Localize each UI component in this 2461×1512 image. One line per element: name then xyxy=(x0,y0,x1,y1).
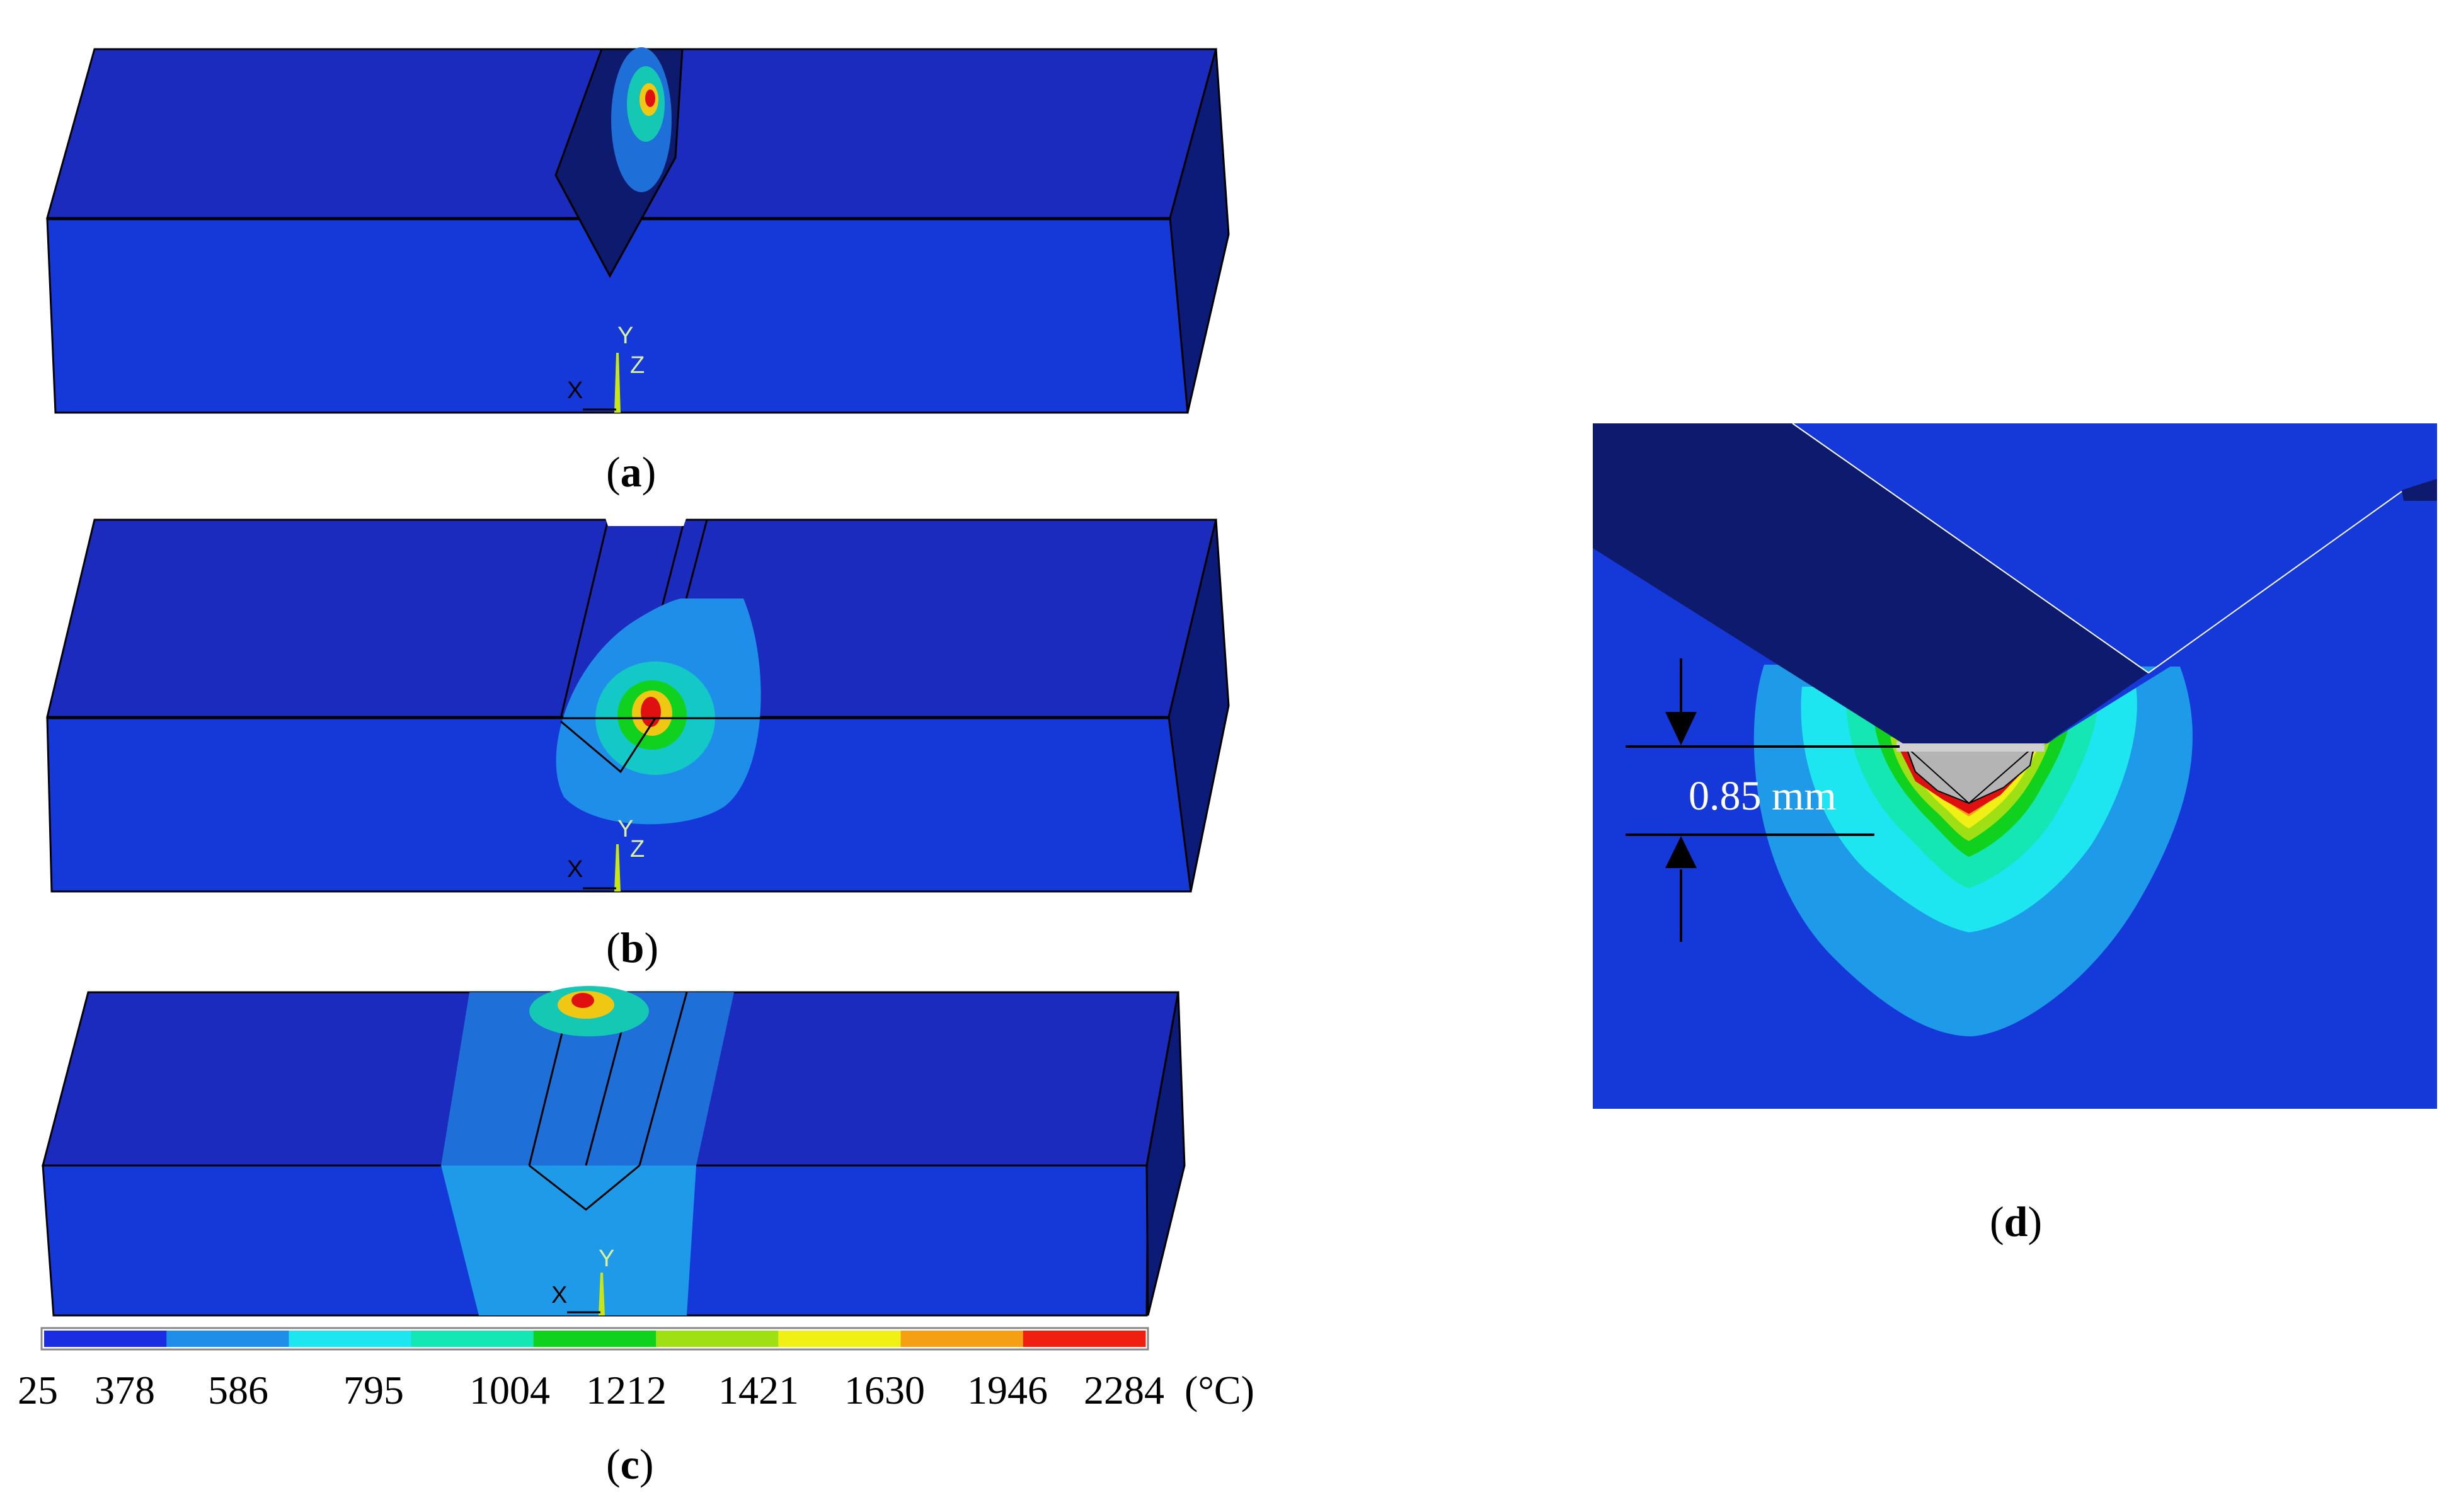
panel-c-label: (c) xyxy=(606,1440,654,1488)
panel-c-axis-y xyxy=(599,1273,605,1315)
dim-arrow-bottom-head xyxy=(1665,836,1697,868)
panel-b-bead-line-left xyxy=(559,519,609,719)
panel-b-block: Y Z X xyxy=(46,517,1230,893)
panel-a-axis-z-label: Z xyxy=(630,352,645,379)
panel-a-label: (a) xyxy=(606,448,657,496)
panel-b-axis-y xyxy=(614,844,621,891)
panel-b-axis-y-label: Y xyxy=(617,816,633,842)
legend-tick-label: 1630 xyxy=(844,1368,925,1412)
panel-a-axis-triad: Y Z X xyxy=(567,323,645,413)
legend-tick-label: 25 xyxy=(18,1368,58,1412)
legend-swatch xyxy=(533,1331,657,1347)
legend-swatch xyxy=(656,1331,779,1347)
panel-c-side-face xyxy=(1145,992,1186,1316)
legend-swatch xyxy=(1023,1331,1146,1347)
legend-swatch xyxy=(166,1331,289,1347)
panel-b-axis-triad: Y Z X xyxy=(567,816,645,891)
legend-swatch xyxy=(900,1331,1024,1347)
panel-c-groove-cut xyxy=(529,1164,640,1211)
panel-d-detail: 0.85 mm xyxy=(1593,423,2437,1109)
panel-c-bead-right xyxy=(638,992,688,1166)
panel-b-groove-cut xyxy=(560,718,657,774)
panel-d-pool-top xyxy=(1896,742,2045,752)
panel-d-pool-groove xyxy=(1905,746,2034,805)
panel-d-letter: d xyxy=(2004,1198,2028,1246)
panel-b-axis-z-label: Z xyxy=(630,836,645,862)
legend-tick-label: 378 xyxy=(95,1368,155,1412)
panel-b-axis-x-label: X xyxy=(567,856,583,883)
panel-d-dimension: 0.85 mm xyxy=(1626,658,1900,942)
panel-b-label: (b) xyxy=(606,924,659,971)
panel-a-block: Y Z X xyxy=(46,47,1230,414)
legend-tick-label: 1004 xyxy=(469,1368,550,1412)
temperature-legend xyxy=(40,1327,1149,1351)
dim-arrow-top-head xyxy=(1665,712,1697,745)
dimension-label: 0.85 mm xyxy=(1689,773,1837,819)
panel-d-groove-right-edge xyxy=(2148,491,2402,673)
panel-a-axis-x-label: X xyxy=(567,377,583,404)
legend-tick-label: 2284 xyxy=(1084,1368,1164,1412)
panel-a-side-face xyxy=(1169,49,1230,413)
legend-tick-label: 586 xyxy=(208,1368,268,1412)
panel-b-heat-core xyxy=(641,697,661,727)
panel-a-heat-core xyxy=(645,89,655,107)
legend-swatch xyxy=(289,1331,412,1347)
panel-b-letter: b xyxy=(620,924,645,971)
legend-swatch xyxy=(44,1331,167,1347)
panel-a-axis-y-label: Y xyxy=(617,323,633,349)
panel-d-right-cap xyxy=(2402,479,2437,501)
panel-d-right-slab xyxy=(2041,479,2437,747)
panel-c-heat-core xyxy=(571,993,594,1008)
panel-a-letter: a xyxy=(620,448,642,496)
panel-c-axis-y-label: Y xyxy=(599,1246,614,1272)
legend-tick-label: 1212 xyxy=(586,1368,667,1412)
legend-tick-label: 1421 xyxy=(718,1368,799,1412)
panel-d-groove-left-edge xyxy=(1792,423,2149,673)
legend-swatch xyxy=(778,1331,902,1347)
panel-a-axis-y xyxy=(614,353,621,413)
legend-tick-label: 795 xyxy=(343,1368,404,1412)
legend-tick-label: 1946 xyxy=(967,1368,1048,1412)
panel-b-top-notch xyxy=(605,517,687,526)
panel-c-band-top xyxy=(441,992,734,1166)
panel-c-axis-triad: Y X xyxy=(551,1246,614,1315)
panel-d-left-slab xyxy=(1593,423,2148,743)
panel-a-groove-line xyxy=(554,157,677,278)
panel-c-block: Y X xyxy=(42,986,1186,1317)
panel-c-band-front xyxy=(441,1166,696,1315)
panel-d-label: (d) xyxy=(1990,1198,2043,1246)
legend-swatch xyxy=(411,1331,534,1347)
panel-c-axis-x-label: X xyxy=(551,1282,567,1309)
panel-c-letter: c xyxy=(620,1440,640,1488)
panel-b-side-face xyxy=(1167,519,1230,892)
legend-unit: (°C) xyxy=(1185,1368,1254,1412)
